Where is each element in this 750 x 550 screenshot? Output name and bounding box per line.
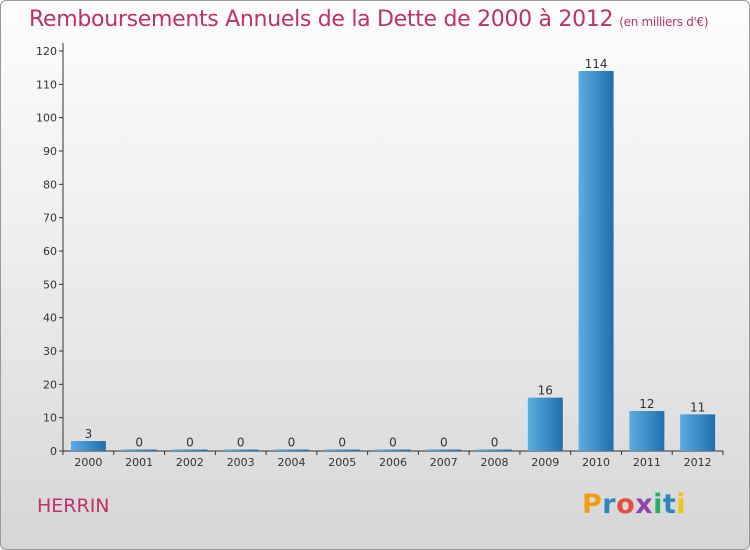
logo-letter: t [662, 489, 677, 520]
data-label-2010: 114 [585, 57, 608, 71]
y-tick-label: 90 [43, 145, 57, 158]
data-label-2001: 0 [135, 436, 143, 450]
x-tick-label: 2005 [328, 456, 356, 469]
logo-letter: r [602, 489, 617, 520]
bars [70, 71, 716, 452]
logo-letter: P [582, 489, 603, 520]
x-tick-label: 2011 [633, 456, 661, 469]
y-axis: 0 10 20 30 40 50 60 70 80 90 100 110 120 [36, 43, 64, 458]
y-tick-label: 20 [43, 378, 57, 391]
y-tick-label: 110 [36, 78, 57, 91]
bar-2003[interactable] [223, 449, 259, 452]
data-label-2006: 0 [389, 436, 397, 450]
bar-2002[interactable] [172, 449, 208, 452]
data-label-2012: 11 [690, 400, 705, 414]
y-tick-label: 50 [43, 278, 57, 291]
data-label-2004: 0 [288, 436, 296, 450]
y-tick-label: 0 [50, 445, 57, 458]
data-label-2011: 12 [639, 397, 654, 411]
bar-2005[interactable] [324, 449, 360, 452]
x-tick-label: 2012 [684, 456, 712, 469]
bar-2004[interactable] [273, 449, 309, 452]
y-tick-label: 70 [43, 212, 57, 225]
x-tick-label: 2000 [74, 456, 102, 469]
bar-2009[interactable] [527, 397, 563, 451]
data-label-2003: 0 [237, 436, 245, 450]
bar-2001[interactable] [121, 449, 157, 452]
x-tick-label: 2004 [277, 456, 305, 469]
chart-title: Remboursements Annuels de la Dette de 20… [29, 7, 709, 32]
data-labels: 3 0 0 0 0 0 0 0 0 16 114 12 11 [85, 57, 706, 450]
x-tick-label: 2006 [379, 456, 407, 469]
y-tick-label: 60 [43, 245, 57, 258]
bar-2011[interactable] [629, 411, 665, 451]
commune-name: HERRIN [37, 495, 110, 517]
bar-2006[interactable] [375, 449, 411, 452]
y-tick-label: 30 [43, 345, 57, 358]
bar-2010[interactable] [578, 71, 614, 451]
y-tick-label: 40 [43, 312, 57, 325]
logo-letter: x [635, 489, 654, 520]
x-tick-label: 2009 [531, 456, 559, 469]
data-label-2008: 0 [491, 436, 499, 450]
x-tick-label: 2008 [481, 456, 509, 469]
proxiti-logo[interactable]: Proxiti [582, 489, 686, 520]
data-label-2005: 0 [338, 436, 346, 450]
logo-letter: i [676, 489, 687, 520]
y-tick-label: 120 [36, 45, 57, 58]
logo-letter: i [653, 489, 663, 520]
x-tick-label: 2001 [125, 456, 153, 469]
x-axis: 2000 2001 2002 2003 2004 2005 2006 2007 2008 2009… [62, 450, 724, 469]
y-tick-label: 80 [43, 178, 57, 191]
chart-subtitle: (en milliers d'€) [619, 15, 709, 29]
bar-2008[interactable] [477, 449, 513, 452]
logo-letter: o [616, 489, 636, 520]
y-tick-label: 10 [43, 412, 57, 425]
data-label-2009: 16 [538, 384, 553, 398]
data-label-2000: 3 [85, 427, 93, 441]
x-tick-label: 2010 [582, 456, 610, 469]
x-tick-label: 2007 [430, 456, 458, 469]
x-tick-label: 2003 [227, 456, 255, 469]
bar-2000[interactable] [70, 441, 106, 451]
data-label-2002: 0 [186, 436, 194, 450]
chart-title-text: Remboursements Annuels de la Dette de 20… [29, 7, 614, 32]
data-label-2007: 0 [440, 436, 448, 450]
bar-2007[interactable] [426, 449, 462, 452]
x-tick-label: 2002 [176, 456, 204, 469]
y-tick-label: 100 [36, 112, 57, 125]
bar-2012[interactable] [680, 414, 716, 451]
